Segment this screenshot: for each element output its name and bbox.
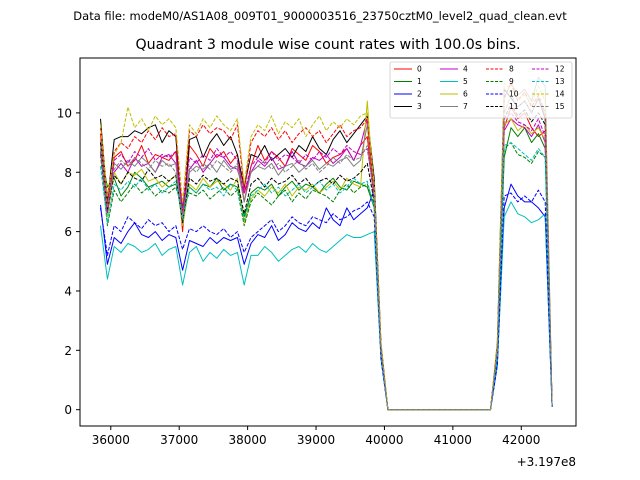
series-line-15 — [100, 94, 553, 411]
y-tick-label: 0 — [64, 403, 72, 417]
chart-title: Quadrant 3 module wise count rates with … — [135, 37, 520, 53]
plot-frame — [79, 57, 577, 427]
legend-label-5: 5 — [463, 77, 468, 86]
x-tick-label: 42000 — [502, 433, 540, 447]
legend-label-0: 0 — [417, 65, 422, 74]
x-tick-label: 38000 — [229, 433, 267, 447]
legend-label-2: 2 — [417, 90, 422, 99]
legend-label-7: 7 — [463, 102, 468, 111]
y-tick-label: 8 — [64, 166, 72, 180]
legend-box — [389, 61, 573, 119]
x-tick-label: 41000 — [434, 433, 472, 447]
y-tick-label: 2 — [64, 344, 72, 358]
legend-label-8: 8 — [509, 65, 514, 74]
legend-label-9: 9 — [509, 77, 514, 86]
x-tick-label: 40000 — [365, 433, 403, 447]
legend-label-11: 11 — [509, 102, 519, 111]
legend-label-4: 4 — [463, 65, 468, 74]
plot-area — [80, 58, 576, 426]
legend-label-15: 15 — [555, 102, 565, 111]
series-line-10 — [100, 189, 553, 411]
axis-ticks: 36000 37000 38000 39000 40000 41000 42000 0 2 4 6 8… — [57, 106, 541, 447]
legend-label-13: 13 — [555, 77, 565, 86]
x-tick-label: 37000 — [160, 433, 198, 447]
x-tick-label: 36000 — [92, 433, 130, 447]
legend-label-1: 1 — [417, 77, 422, 86]
x-tick-label: 39000 — [297, 433, 335, 447]
series-lines — [100, 76, 553, 411]
legend-label-3: 3 — [417, 102, 422, 111]
x-offset-label: +3.197e8 — [517, 455, 576, 469]
y-tick-label: 4 — [64, 284, 72, 298]
y-tick-label: 6 — [64, 225, 72, 239]
y-tick-label: 10 — [57, 106, 72, 120]
legend-label-12: 12 — [555, 65, 565, 74]
suptitle: Data file: modeM0/AS1A08_009T01_90000035… — [73, 9, 567, 23]
legend-label-14: 14 — [555, 90, 565, 99]
legend-label-10: 10 — [509, 90, 519, 99]
legend-label-6: 6 — [463, 90, 468, 99]
